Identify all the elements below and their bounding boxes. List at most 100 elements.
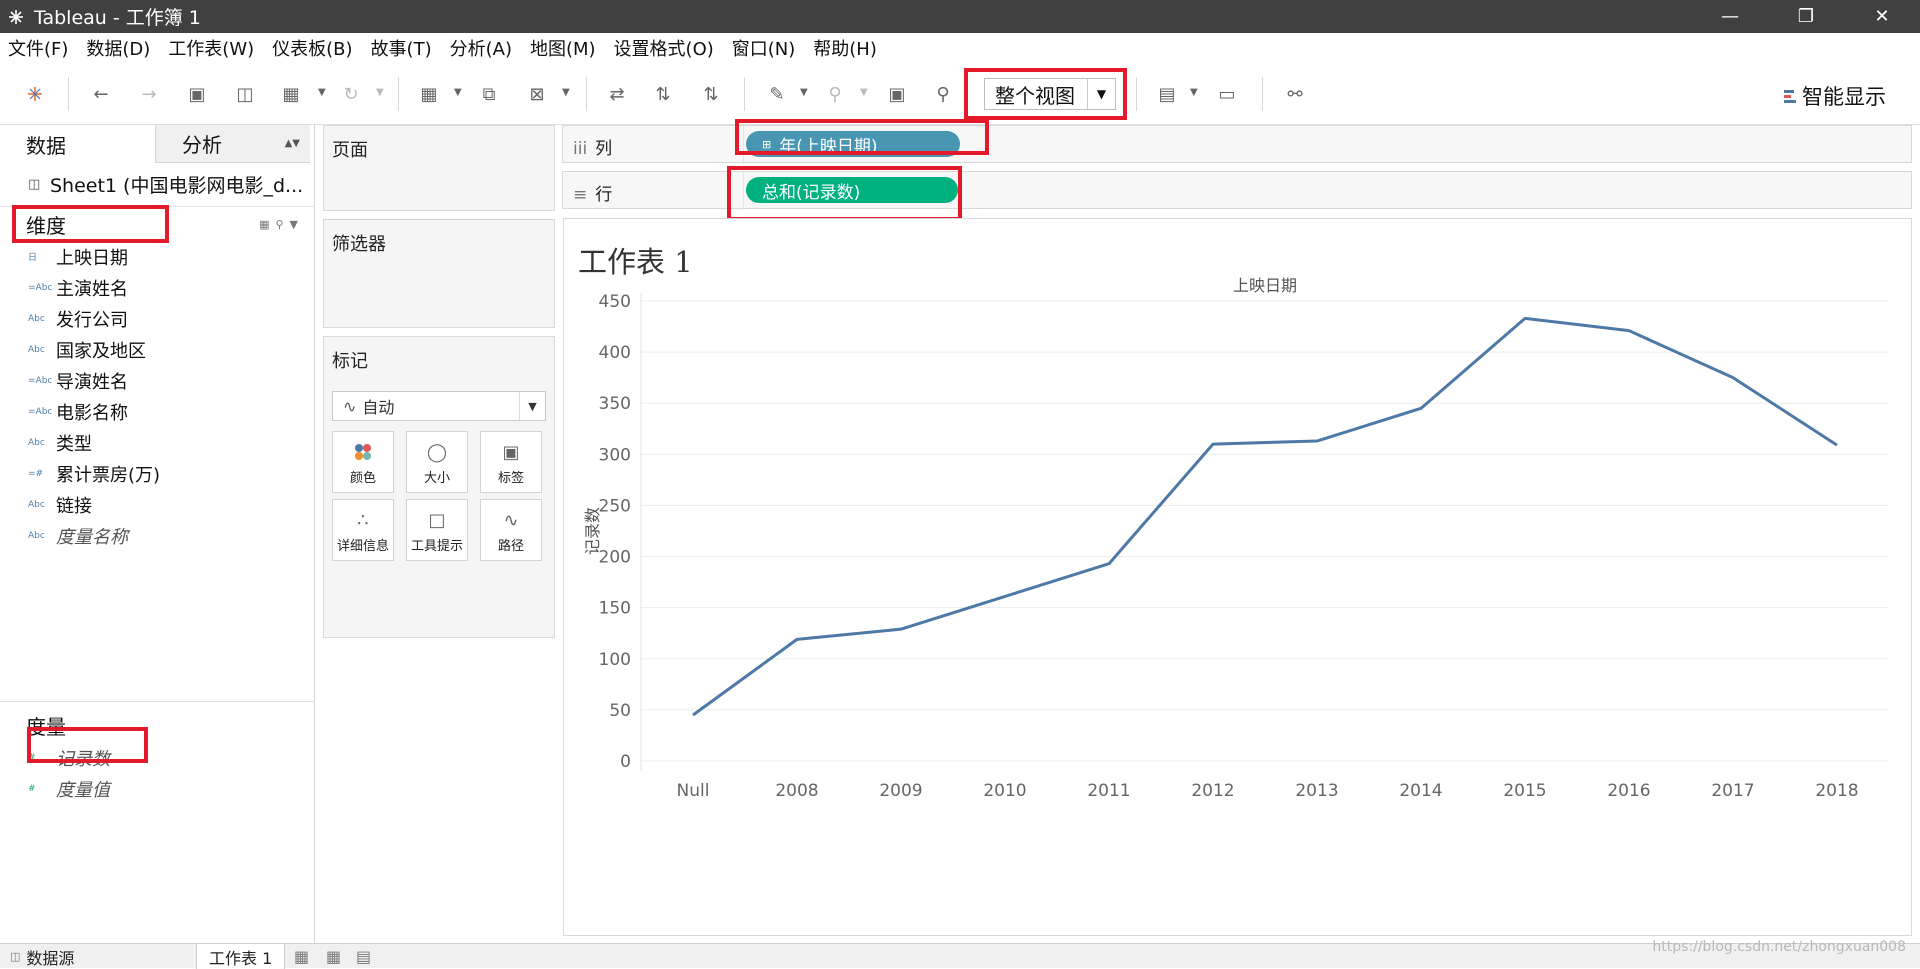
- menu-analysis[interactable]: 分析(A): [449, 39, 512, 60]
- marks-path-label: 路径: [497, 539, 524, 554]
- menu-data[interactable]: 数据(D): [86, 39, 151, 60]
- highlight-box-release-date: [12, 205, 169, 243]
- marks-detail-button[interactable]: ∴ 详细信息: [332, 499, 394, 561]
- presentation-mode-icon[interactable]: ▭: [1218, 83, 1236, 105]
- highlight-icon[interactable]: ✎: [769, 83, 785, 105]
- marks-color-button[interactable]: 颜色: [332, 431, 394, 493]
- data-point[interactable]: [1831, 439, 1843, 451]
- data-point[interactable]: [1311, 435, 1323, 447]
- abc-icon: Abc: [28, 344, 45, 355]
- series-line[interactable]: [692, 316, 1838, 717]
- new-story-tab-icon[interactable]: ▤: [356, 947, 372, 966]
- dimension-field[interactable]: =Abc 主演姓名: [0, 272, 314, 303]
- data-point[interactable]: [999, 590, 1011, 602]
- menu-help[interactable]: 帮助(H): [813, 39, 877, 60]
- line-chart[interactable]: 上映日期 0 50 100 150 200 250 300 350 400 450 记录数 Null 20…: [564, 219, 1913, 937]
- data-point[interactable]: [1519, 312, 1531, 324]
- marks-title: 标记: [332, 351, 368, 372]
- dimension-field[interactable]: Abc 链接: [0, 489, 314, 520]
- data-point[interactable]: [1623, 325, 1635, 337]
- marks-label-button[interactable]: ▣ 标签: [480, 431, 542, 493]
- tab-datasource[interactable]: ◫ 数据源: [10, 944, 74, 969]
- y-tick-label: 200: [599, 548, 631, 568]
- dimension-field[interactable]: Abc 度量名称: [0, 520, 314, 551]
- new-worksheet-tab-icon[interactable]: ▦: [294, 947, 310, 966]
- datasource-icon[interactable]: ▦: [282, 83, 300, 105]
- dimension-field[interactable]: 日 上映日期: [0, 241, 314, 272]
- datasource-item[interactable]: ◫ Sheet1 (中国电影网电影_d...: [0, 163, 314, 207]
- marks-color-label: 颜色: [349, 471, 376, 486]
- pages-card[interactable]: 页面: [323, 125, 555, 211]
- rows-shelf[interactable]: ≡ 行 总和(记录数): [562, 171, 1912, 210]
- close-button[interactable]: ✕: [1874, 6, 1890, 27]
- swap-rows-columns-icon[interactable]: ⇄: [609, 83, 625, 105]
- rows-pill-sum-record-count[interactable]: 总和(记录数): [746, 177, 958, 203]
- undo-icon[interactable]: ←: [93, 83, 109, 105]
- refresh-icon[interactable]: ↻: [343, 83, 359, 105]
- tab-analysis-label: 分析: [182, 133, 222, 157]
- marks-path-button[interactable]: ∿ 路径: [480, 499, 542, 561]
- dimension-field[interactable]: Abc 国家及地区: [0, 334, 314, 365]
- x-tick-label: 2014: [1399, 781, 1442, 801]
- menu-format[interactable]: 设置格式(O): [613, 39, 714, 60]
- new-dashboard-tab-icon[interactable]: ▦: [326, 947, 342, 966]
- menu-file[interactable]: 文件(F): [8, 39, 69, 60]
- columns-shelf[interactable]: iii 列 ⊞ 年(上映日期): [562, 125, 1912, 164]
- menu-story[interactable]: 故事(T): [370, 39, 432, 60]
- marks-tooltip-button[interactable]: □ 工具提示: [406, 499, 468, 561]
- share-icon[interactable]: ⚯: [1287, 83, 1303, 105]
- view-size-select[interactable]: 整个视图 ▼: [984, 78, 1116, 110]
- field-label: 类型: [56, 433, 92, 455]
- data-point[interactable]: [1207, 438, 1219, 450]
- dimension-field[interactable]: =Abc 电影名称: [0, 396, 314, 427]
- sort-ascending-icon[interactable]: ⇅: [655, 83, 671, 105]
- x-tick-label: 2011: [1087, 781, 1130, 801]
- sort-descending-icon[interactable]: ⇅: [703, 83, 719, 105]
- duplicate-icon[interactable]: ⧉: [482, 83, 496, 105]
- dimension-field[interactable]: Abc 类型: [0, 427, 314, 458]
- data-point[interactable]: [791, 633, 803, 645]
- detail-icon: ∴: [357, 510, 369, 531]
- show-labels-icon[interactable]: ▣: [888, 83, 906, 105]
- dimension-field[interactable]: Abc 发行公司: [0, 303, 314, 334]
- x-tick-label: 2010: [983, 781, 1026, 801]
- redo-icon[interactable]: →: [141, 83, 157, 105]
- new-datasource-icon[interactable]: ◫: [236, 83, 254, 105]
- measure-field[interactable]: # 度量值: [0, 773, 315, 804]
- data-point[interactable]: [895, 623, 907, 635]
- smart-show-icon: [1784, 89, 1796, 103]
- data-point[interactable]: [1103, 558, 1115, 570]
- tab-sheet-1[interactable]: 工作表 1: [196, 944, 286, 969]
- filters-card[interactable]: 筛选器: [323, 219, 555, 328]
- dimensions-tools[interactable]: ▦⚲▼: [259, 217, 304, 231]
- data-point[interactable]: [1415, 402, 1427, 414]
- menu-map[interactable]: 地图(M): [529, 39, 596, 60]
- dimension-field[interactable]: =Abc 导演姓名: [0, 365, 314, 396]
- marks-label-label: 标签: [497, 471, 524, 486]
- show-hide-cards-icon[interactable]: ▤: [1158, 83, 1176, 105]
- menu-window[interactable]: 窗口(N): [731, 39, 796, 60]
- dimension-field[interactable]: =# 累计票房(万): [0, 458, 314, 489]
- tableau-home-icon[interactable]: [22, 81, 48, 107]
- menu-worksheet[interactable]: 工作表(W): [168, 39, 255, 60]
- clear-sheet-icon[interactable]: ⊠: [529, 83, 545, 105]
- abc-icon: Abc: [28, 313, 45, 324]
- restore-button[interactable]: ❐: [1797, 6, 1815, 27]
- data-point[interactable]: [687, 709, 699, 721]
- marks-size-button[interactable]: ◯ 大小: [406, 431, 468, 493]
- pin-icon[interactable]: ⚲: [936, 83, 950, 105]
- tab-analysis[interactable]: 分析 ▲▼: [155, 125, 310, 163]
- new-worksheet-icon[interactable]: ▦: [420, 83, 438, 105]
- data-point[interactable]: [1727, 372, 1739, 384]
- chevron-down-icon[interactable]: ▼: [1087, 79, 1115, 109]
- menu-dashboard[interactable]: 仪表板(B): [272, 39, 353, 60]
- minimize-button[interactable]: —: [1721, 6, 1739, 27]
- group-icon[interactable]: ⚲: [828, 83, 842, 105]
- save-icon[interactable]: ▣: [188, 83, 206, 105]
- chevron-down-icon[interactable]: ▼: [519, 392, 545, 420]
- abc-icon: =Abc: [28, 375, 53, 386]
- tab-data[interactable]: 数据: [26, 133, 66, 158]
- x-tick-label: Null: [677, 781, 710, 801]
- marks-type-select[interactable]: ∿ 自动 ▼: [332, 391, 546, 421]
- smart-show-button[interactable]: 智能显示: [1784, 81, 1886, 111]
